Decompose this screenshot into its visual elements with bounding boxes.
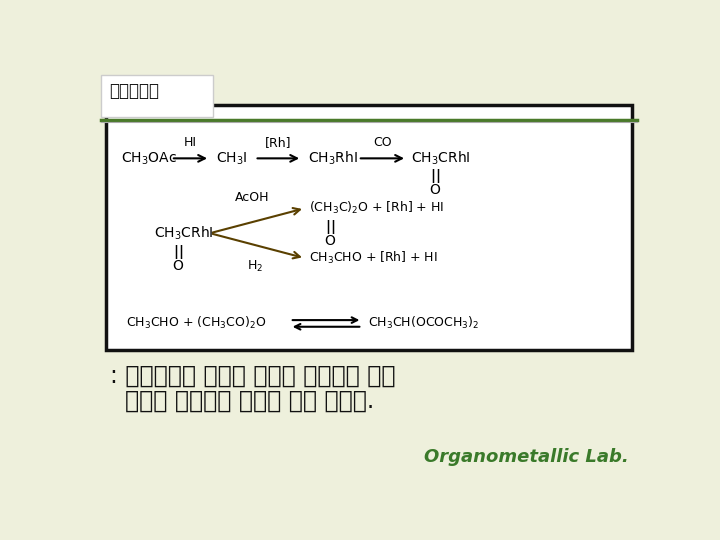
Text: [Rh]: [Rh] xyxy=(265,136,292,149)
Text: 강뉅대학교: 강뉅대학교 xyxy=(109,82,160,99)
Text: CH$_3$CRhI: CH$_3$CRhI xyxy=(154,225,214,242)
Text: $\mathbf{||}$: $\mathbf{||}$ xyxy=(325,218,335,236)
Text: H$_2$: H$_2$ xyxy=(247,259,264,274)
Text: CH$_3$CH(OCOCH$_3$)$_2$: CH$_3$CH(OCOCH$_3$)$_2$ xyxy=(368,315,480,332)
Text: AcOH: AcOH xyxy=(235,191,269,204)
Text: O: O xyxy=(325,234,336,248)
Text: Organometallic Lab.: Organometallic Lab. xyxy=(423,448,629,466)
Text: CH$_3$CRhI: CH$_3$CRhI xyxy=(411,150,470,167)
Text: CH$_3$I: CH$_3$I xyxy=(215,150,247,166)
Text: CH$_3$RhI: CH$_3$RhI xyxy=(307,150,358,167)
Text: (CH$_3$C)$_2$O + [Rh] + HI: (CH$_3$C)$_2$O + [Rh] + HI xyxy=(309,200,444,217)
Bar xyxy=(101,75,213,117)
Text: : 소반응들에 의해서 생성이 됨으로써 촉매: : 소반응들에 의해서 생성이 됨으로써 촉매 xyxy=(109,363,395,387)
Text: CH$_3$CHO + [Rh] + HI: CH$_3$CHO + [Rh] + HI xyxy=(309,250,438,266)
Bar xyxy=(106,105,632,349)
Text: 반응이 원활하게 적용이 되지 않는다.: 반응이 원활하게 적용이 되지 않는다. xyxy=(109,388,374,413)
Text: CH$_3$CHO + (CH$_3$CO)$_2$O: CH$_3$CHO + (CH$_3$CO)$_2$O xyxy=(126,315,266,332)
Text: HI: HI xyxy=(184,136,197,149)
Text: CO: CO xyxy=(373,136,392,149)
Text: $\mathbf{||}$: $\mathbf{||}$ xyxy=(173,243,184,261)
Text: CH$_3$OAc: CH$_3$OAc xyxy=(121,150,176,166)
Text: $\mathbf{||}$: $\mathbf{||}$ xyxy=(430,167,440,185)
Text: O: O xyxy=(429,183,441,197)
Text: O: O xyxy=(173,259,184,273)
